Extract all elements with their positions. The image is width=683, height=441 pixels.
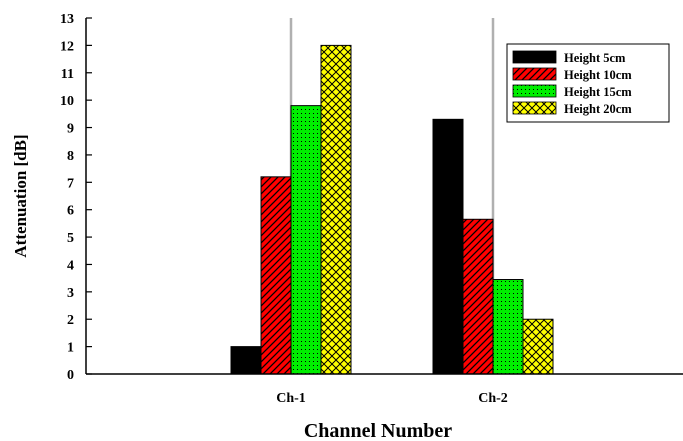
y-tick-label-3: 3 (67, 286, 74, 301)
bar-ch-1-height-5cm (230, 346, 262, 375)
y-tick-label-4: 4 (67, 258, 74, 273)
legend-label-height-10cm: Height 10cm (564, 68, 632, 82)
bar-ch-2-height-20cm (522, 318, 554, 375)
y-tick-label-9: 9 (67, 122, 74, 137)
legend-swatch-height-20cm (512, 101, 557, 115)
legend-label-height-15cm: Height 15cm (564, 85, 632, 99)
bar-ch-1-height-20cm (320, 44, 352, 375)
legend-swatch-height-10cm (512, 67, 557, 81)
x-tick-label-ch-1: Ch-1 (276, 391, 306, 406)
y-tick-label-1: 1 (67, 341, 74, 356)
y-tick-label-7: 7 (67, 176, 74, 191)
y-tick-label-2: 2 (67, 313, 74, 328)
y-axis-title: Attenuation [dB] (11, 134, 30, 257)
bar-ch-1-height-15cm (290, 105, 322, 375)
bar-ch-2-height-15cm (492, 279, 524, 375)
y-tick-label-11: 11 (61, 67, 74, 82)
y-tick-label-13: 13 (60, 12, 74, 27)
y-tick-label-8: 8 (67, 149, 74, 164)
bars (230, 44, 554, 375)
bar-ch-2-height-10cm (462, 218, 494, 375)
bar-ch-1-height-10cm (260, 176, 292, 375)
y-tick-label-12: 12 (60, 39, 74, 54)
legend-label-height-5cm: Height 5cm (564, 51, 626, 65)
y-tick-label-5: 5 (67, 231, 74, 246)
legend-label-height-20cm: Height 20cm (564, 102, 632, 116)
y-tick-label-10: 10 (60, 94, 74, 109)
y-tick-label-6: 6 (67, 204, 74, 219)
legend-swatch-height-15cm (512, 84, 557, 98)
legend: Height 5cm Height 10cm Height 15cm Height 2… (506, 43, 670, 123)
bar-ch-2-height-5cm (432, 118, 464, 375)
x-axis-title: Channel Number (304, 420, 452, 441)
legend-swatch-height-5cm (512, 50, 557, 64)
y-tick-label-0: 0 (67, 368, 74, 383)
x-tick-label-ch-2: Ch-2 (478, 391, 508, 406)
